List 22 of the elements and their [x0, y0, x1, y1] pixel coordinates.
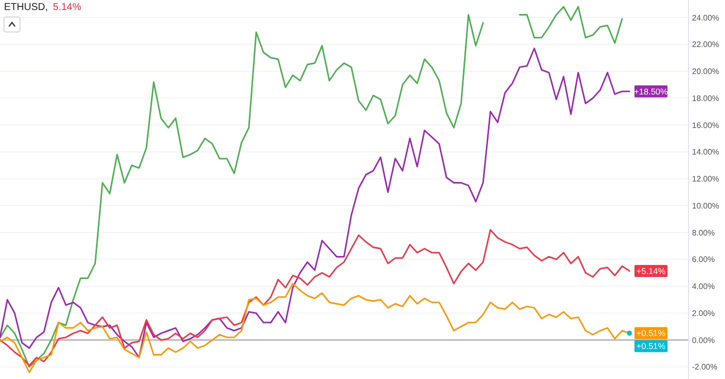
y-tick-label: 20.00% [692, 67, 720, 76]
y-tick-label: -2.00% [692, 362, 718, 372]
y-tick-label: 16.00% [692, 120, 720, 130]
y-tick-label: 12.00% [692, 174, 720, 184]
y-tick-label: 4.00% [692, 282, 715, 292]
y-tick-label: 24.00% [692, 13, 720, 22]
data-label: +0.51% [636, 328, 666, 338]
y-tick-label: 2.00% [692, 308, 715, 318]
y-tick-label: 14.00% [692, 148, 720, 157]
line-series [0, 282, 630, 374]
y-tick-label: 22.00% [692, 40, 720, 50]
data-label: +0.51% [636, 341, 666, 352]
y-tick-label: 10.00% [692, 201, 720, 210]
y-tick-label: 0.00% [692, 336, 715, 345]
y-tick-label: 18.00% [692, 94, 720, 103]
y-tick-label: 6.00% [692, 255, 715, 264]
data-label: +5.14% [636, 266, 666, 276]
line-series [0, 48, 630, 358]
line-series [0, 229, 630, 366]
y-tick-label: 8.00% [692, 228, 715, 238]
chart-subtitle: 5.14% [52, 2, 82, 13]
chart-title: ETHUSD, [4, 2, 48, 13]
